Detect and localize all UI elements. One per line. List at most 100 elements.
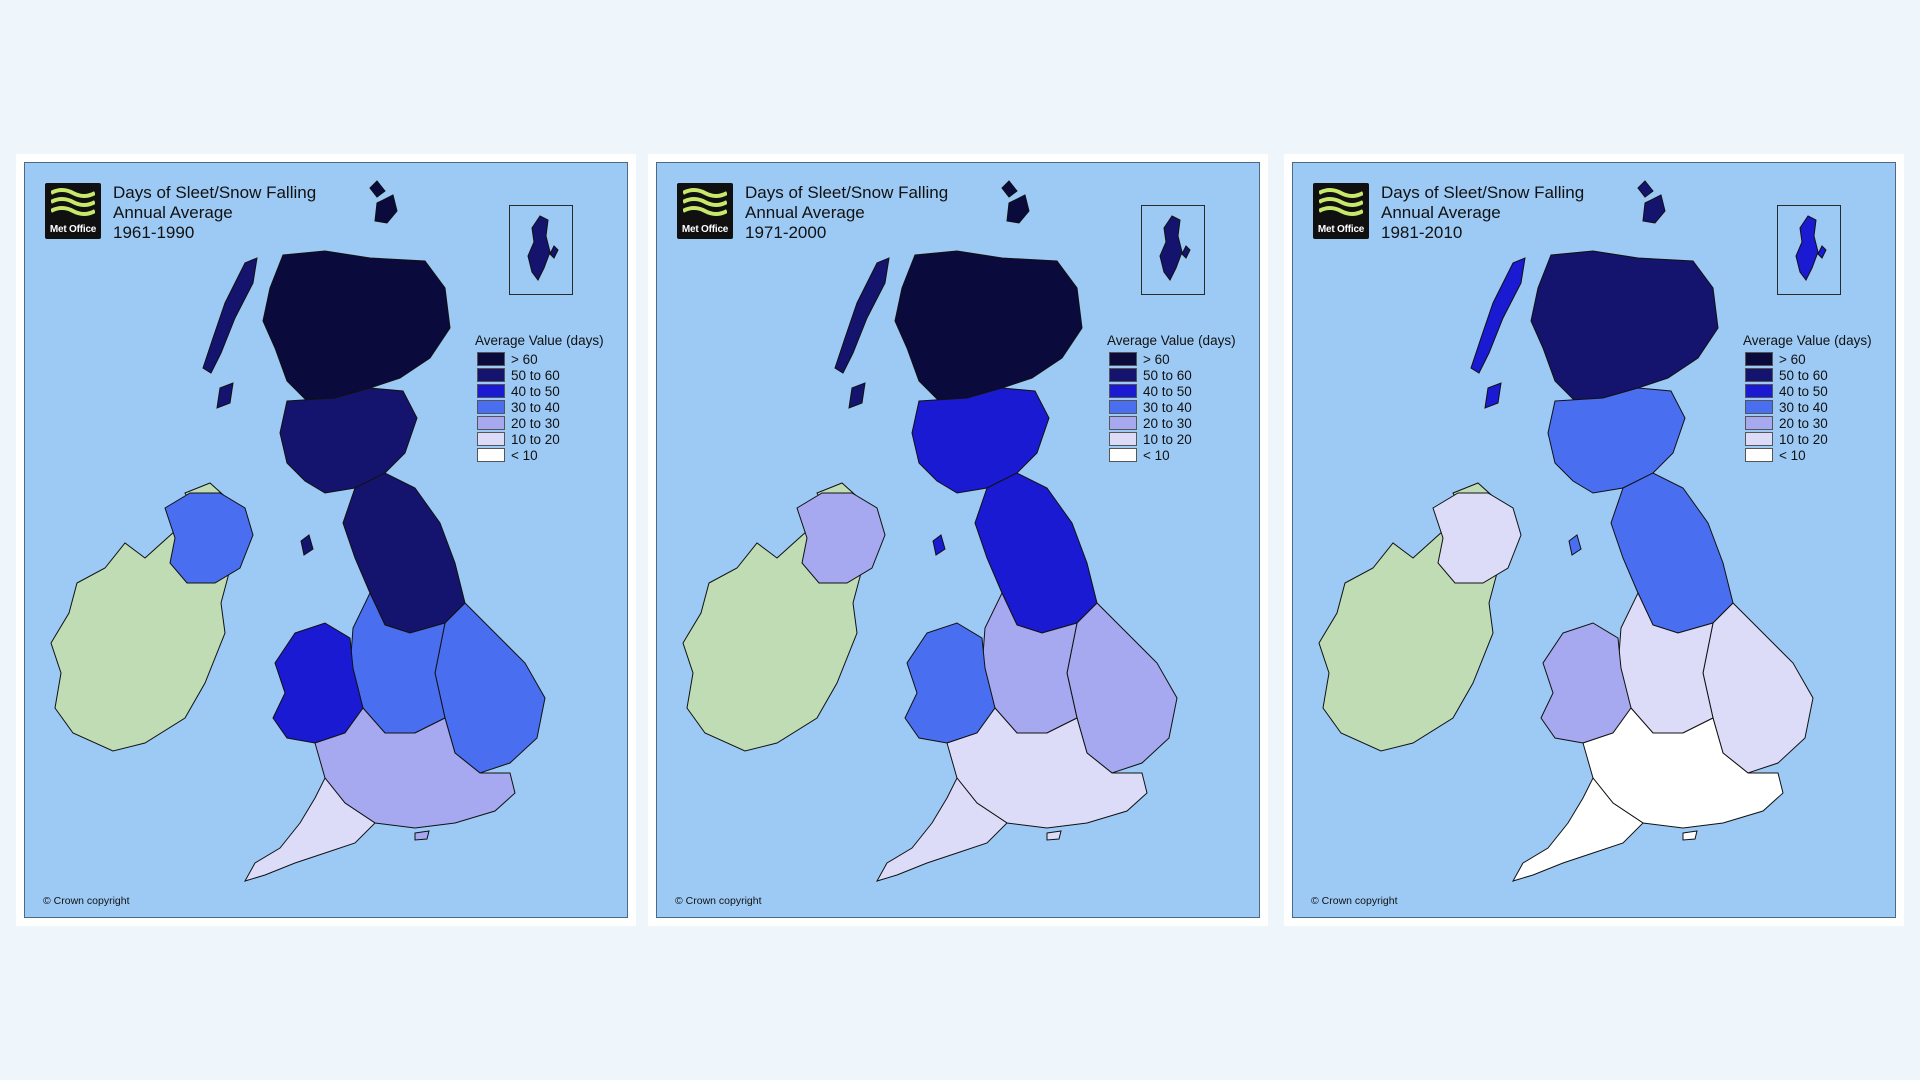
legend-item: > 60 (1743, 351, 1872, 367)
legend-item: 50 to 60 (1107, 367, 1236, 383)
legend-swatch (1745, 416, 1773, 430)
map-title: Days of Sleet/Snow Falling (1381, 183, 1585, 202)
legend-swatch (477, 400, 505, 414)
map-subtitle: Annual Average (745, 203, 865, 222)
legend-item: 50 to 60 (1743, 367, 1872, 383)
legend-label: 10 to 20 (511, 431, 560, 447)
map-panel-1981-2010: Met Office Days of Sleet/Snow Falling An… (1284, 154, 1904, 926)
southern-scotland (279, 387, 418, 494)
map-frame: Met Office Days of Sleet/Snow Falling An… (656, 162, 1260, 918)
wales (272, 622, 364, 744)
isle-of-man (300, 534, 314, 556)
shetland-inset (1777, 205, 1841, 295)
copyright-note: © Crown copyright (1311, 895, 1398, 907)
legend-swatch (1745, 448, 1773, 462)
map-panel-1961-1990: Met Office Days of Sleet/Snow Falling An… (16, 154, 636, 926)
legend-swatch (1745, 384, 1773, 398)
logo-text: Met Office (681, 224, 729, 235)
wave-icon (1319, 188, 1363, 216)
uk-map (682, 180, 1178, 882)
map-panel-1971-2000: Met Office Days of Sleet/Snow Falling An… (648, 154, 1268, 926)
legend-swatch (1109, 368, 1137, 382)
northern-ireland (796, 492, 886, 584)
legend-item: 20 to 30 (1743, 415, 1872, 431)
legend-swatch (1109, 384, 1137, 398)
map-title: Days of Sleet/Snow Falling (113, 183, 317, 202)
legend-swatch (477, 432, 505, 446)
legend-item: 30 to 40 (1743, 399, 1872, 415)
legend-swatch (477, 416, 505, 430)
legend-label: 50 to 60 (1143, 367, 1192, 383)
legend-label: < 10 (511, 447, 538, 463)
copyright-note: © Crown copyright (43, 895, 130, 907)
legend-label: 30 to 40 (1779, 399, 1828, 415)
northern-ireland (1432, 492, 1522, 584)
legend-swatch (1109, 416, 1137, 430)
met-office-logo: Met Office (1313, 183, 1369, 239)
map-title-block: Days of Sleet/Snow Falling Annual Averag… (745, 183, 948, 243)
western-isles (834, 257, 890, 409)
legend-label: 20 to 30 (1779, 415, 1828, 431)
legend-title: Average Value (days) (1107, 333, 1236, 348)
logo-text: Met Office (1317, 224, 1365, 235)
legend-item: > 60 (1107, 351, 1236, 367)
legend-title: Average Value (days) (475, 333, 604, 348)
wave-icon (51, 188, 95, 216)
isle-of-man (932, 534, 946, 556)
legend-item: 40 to 50 (1743, 383, 1872, 399)
highlands (262, 250, 451, 402)
shetland-islands (527, 215, 559, 281)
legend-label: 10 to 20 (1143, 431, 1192, 447)
met-office-logo: Met Office (45, 183, 101, 239)
map-period: 1971-2000 (745, 223, 827, 242)
uk-map (1318, 180, 1814, 882)
southern-scotland (1547, 387, 1686, 494)
map-title: Days of Sleet/Snow Falling (745, 183, 949, 202)
legend-rows: > 60 50 to 60 40 to 50 30 to 40 20 to 30 10 t… (475, 351, 604, 463)
copyright-note: © Crown copyright (675, 895, 762, 907)
legend-item: 30 to 40 (475, 399, 604, 415)
map-legend: Average Value (days) > 60 50 to 60 40 to 5… (1743, 333, 1872, 463)
legend-swatch (1745, 352, 1773, 366)
legend-swatch (1109, 448, 1137, 462)
legend-label: 40 to 50 (1779, 383, 1828, 399)
legend-item: 10 to 20 (475, 431, 604, 447)
orkney-shetland (1637, 180, 1666, 224)
isle-of-man (1568, 534, 1582, 556)
highlands (894, 250, 1083, 402)
legend-label: 50 to 60 (1779, 367, 1828, 383)
map-frame: Met Office Days of Sleet/Snow Falling An… (24, 162, 628, 918)
legend-swatch (477, 384, 505, 398)
legend-swatch (1745, 368, 1773, 382)
legend-swatch (1109, 352, 1137, 366)
legend-label: 40 to 50 (511, 383, 560, 399)
northern-ireland (164, 492, 254, 584)
legend-item: < 10 (1107, 447, 1236, 463)
legend-swatch (477, 368, 505, 382)
map-legend: Average Value (days) > 60 50 to 60 40 to 5… (1107, 333, 1236, 463)
wales (904, 622, 996, 744)
legend-swatch (1109, 432, 1137, 446)
legend-label: 10 to 20 (1779, 431, 1828, 447)
legend-item: 30 to 40 (1107, 399, 1236, 415)
legend-label: 20 to 30 (1143, 415, 1192, 431)
legend-item: 40 to 50 (475, 383, 604, 399)
map-period: 1961-1990 (113, 223, 195, 242)
legend-item: 20 to 30 (475, 415, 604, 431)
southern-scotland (911, 387, 1050, 494)
legend-item: 20 to 30 (1107, 415, 1236, 431)
map-subtitle: Annual Average (113, 203, 233, 222)
isle-of-wight (414, 830, 430, 841)
legend-item: < 10 (475, 447, 604, 463)
western-isles (202, 257, 258, 409)
map-period: 1981-2010 (1381, 223, 1463, 242)
south-west (875, 777, 1008, 882)
legend-label: > 60 (1779, 351, 1806, 367)
legend-label: 40 to 50 (1143, 383, 1192, 399)
shetland-islands (1159, 215, 1191, 281)
south-west (1511, 777, 1644, 882)
legend-swatch (477, 448, 505, 462)
northern-england (342, 472, 466, 634)
legend-label: < 10 (1143, 447, 1170, 463)
map-legend: Average Value (days) > 60 50 to 60 40 to 5… (475, 333, 604, 463)
